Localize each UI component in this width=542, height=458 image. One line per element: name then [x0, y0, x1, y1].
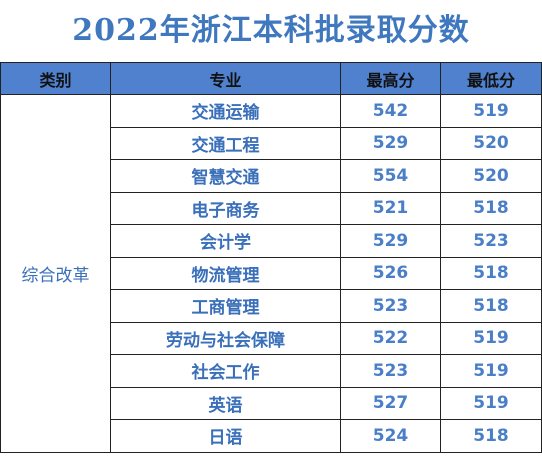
min-score-cell: 520 [440, 159, 542, 193]
major-cell: 日语 [110, 419, 341, 453]
min-score-cell: 519 [440, 386, 542, 420]
max-score-cell: 522 [340, 321, 441, 355]
max-score-cell: 524 [340, 419, 441, 453]
min-score-cell: 519 [440, 321, 542, 355]
major-cell: 劳动与社会保障 [110, 321, 341, 355]
table-body: 综合改革 交通运输 542 519 交通工程 529 520 智慧交通 554 520 电子商务 52… [0, 94, 542, 453]
max-score-cell: 554 [340, 159, 441, 193]
table-row: 电子商务 521 518 [1, 191, 542, 225]
min-score-cell: 519 [440, 354, 542, 388]
table-row: 工商管理 523 518 [1, 289, 542, 323]
min-score-cell: 518 [440, 191, 542, 225]
min-score-cell: 518 [440, 256, 542, 290]
min-score-cell: 523 [440, 224, 542, 258]
table-row: 综合改革 交通运输 542 519 [0, 94, 542, 453]
table-row: 英语 527 519 [1, 386, 542, 420]
header-major: 专业 [110, 62, 341, 95]
table-row: 交通工程 529 520 [1, 126, 542, 160]
max-score-cell: 523 [340, 354, 441, 388]
table-row: 物流管理 526 518 [1, 256, 542, 290]
min-score-cell: 518 [440, 419, 542, 453]
min-score-cell: 519 [440, 94, 542, 128]
scores-table: 类别 专业 最高分 最低分 综合改革 交通运输 542 519 交通工程 529 520 智慧… [0, 62, 542, 453]
major-cell: 电子商务 [110, 191, 341, 225]
major-cell: 工商管理 [110, 289, 341, 323]
header-category: 类别 [0, 62, 111, 95]
table-row: 社会工作 523 519 [1, 354, 542, 388]
category-cell: 综合改革 [0, 94, 111, 453]
min-score-cell: 518 [440, 289, 542, 323]
major-cell: 英语 [110, 386, 341, 420]
max-score-cell: 527 [340, 386, 441, 420]
min-score-cell: 520 [440, 126, 542, 160]
table-header-row: 类别 专业 最高分 最低分 [0, 62, 542, 95]
max-score-cell: 521 [340, 191, 441, 225]
table-row: 日语 524 518 [1, 419, 542, 453]
header-max-score: 最高分 [340, 62, 441, 95]
major-cell: 会计学 [110, 224, 341, 258]
major-cell: 交通工程 [110, 126, 341, 160]
table-row: 劳动与社会保障 522 519 [1, 321, 542, 355]
table-row: 会计学 529 523 [1, 224, 542, 258]
major-cell: 物流管理 [110, 256, 341, 290]
page-title: 2022年浙江本科批录取分数 [72, 13, 470, 48]
max-score-cell: 523 [340, 289, 441, 323]
max-score-cell: 529 [340, 224, 441, 258]
max-score-cell: 529 [340, 126, 441, 160]
major-cell: 智慧交通 [110, 159, 341, 193]
max-score-cell: 542 [340, 94, 441, 128]
major-cell: 交通运输 [110, 94, 341, 128]
header-min-score: 最低分 [440, 62, 542, 95]
table-row: 智慧交通 554 520 [1, 159, 542, 193]
major-cell: 社会工作 [110, 354, 341, 388]
max-score-cell: 526 [340, 256, 441, 290]
